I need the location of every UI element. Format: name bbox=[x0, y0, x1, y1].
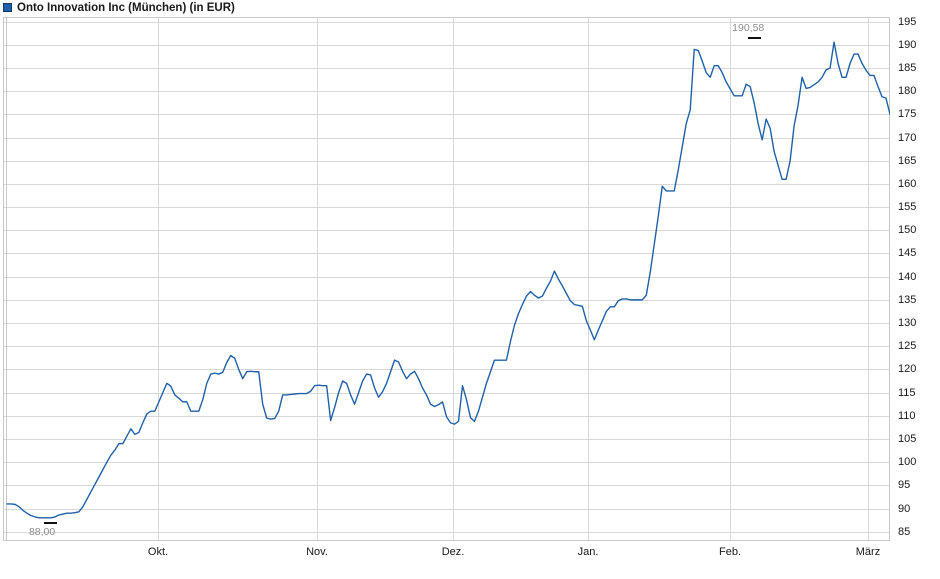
y-tick-label: 165 bbox=[898, 154, 917, 167]
y-tick-label: 115 bbox=[898, 386, 916, 399]
legend-color-swatch bbox=[3, 3, 12, 12]
price-chart-svg bbox=[3, 17, 890, 541]
y-tick-label: 150 bbox=[898, 223, 917, 236]
price-series-line bbox=[6, 41, 890, 519]
horizontal-gridlines bbox=[3, 22, 890, 533]
y-tick-label: 185 bbox=[898, 61, 917, 74]
y-tick-label: 190 bbox=[898, 38, 917, 51]
y-tick-label: 110 bbox=[898, 409, 916, 422]
y-tick-label: 135 bbox=[898, 293, 917, 306]
y-tick-label: 85 bbox=[898, 525, 911, 538]
x-tick-label: Dez. bbox=[441, 546, 465, 558]
x-tick-label: Jan. bbox=[577, 546, 599, 558]
vertical-gridlines bbox=[158, 17, 869, 541]
y-tick-label: 100 bbox=[898, 455, 917, 468]
max-value-label: 190,58 bbox=[732, 22, 765, 35]
y-tick-label: 170 bbox=[898, 131, 917, 144]
y-tick-label: 120 bbox=[898, 362, 917, 375]
min-marker-tick bbox=[44, 521, 58, 524]
y-tick-label: 105 bbox=[898, 432, 917, 445]
y-tick-label: 155 bbox=[898, 200, 917, 213]
plot-border bbox=[3, 17, 890, 541]
page-title: Onto Innovation Inc (München) (in EUR) bbox=[17, 1, 235, 14]
plot-area bbox=[3, 17, 890, 541]
y-tick-label: 90 bbox=[898, 502, 911, 515]
y-tick-label: 125 bbox=[898, 339, 917, 352]
x-tick-label: Okt. bbox=[147, 546, 169, 558]
min-value-label: 88,00 bbox=[28, 525, 56, 538]
y-tick-label: 130 bbox=[898, 316, 917, 329]
x-tick-label: März bbox=[855, 546, 881, 558]
chart-title-bar: Onto Innovation Inc (München) (in EUR) bbox=[0, 0, 235, 15]
y-tick-label: 175 bbox=[898, 107, 917, 120]
x-tick-label: Nov. bbox=[306, 546, 328, 558]
max-marker-tick bbox=[747, 37, 761, 40]
y-tick-label: 95 bbox=[898, 478, 911, 491]
y-tick-label: 140 bbox=[898, 270, 917, 283]
y-tick-label: 180 bbox=[898, 84, 917, 97]
y-tick-label: 145 bbox=[898, 246, 917, 259]
y-tick-label: 195 bbox=[898, 15, 917, 28]
x-tick-label: Feb. bbox=[718, 546, 742, 558]
y-tick-label: 160 bbox=[898, 177, 917, 190]
